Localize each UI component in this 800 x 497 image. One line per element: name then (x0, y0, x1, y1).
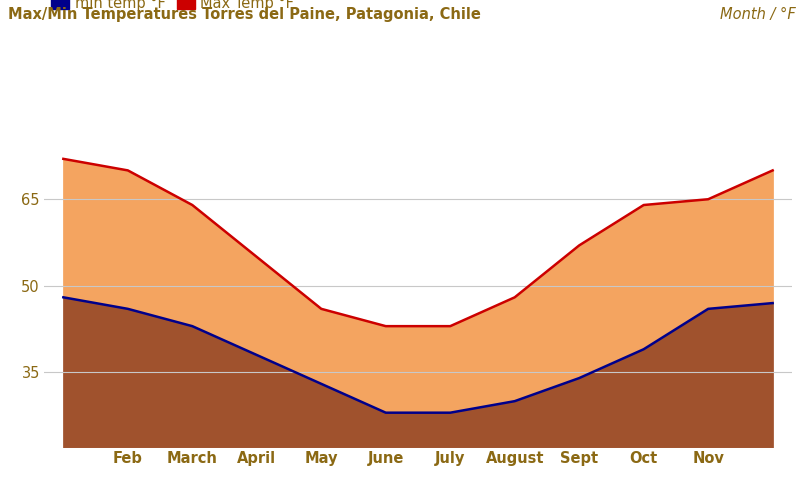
Text: Max/Min Temperatures Torres del Paine, Patagonia, Chile: Max/Min Temperatures Torres del Paine, P… (8, 7, 481, 22)
Legend: min temp °F, Max Temp °F: min temp °F, Max Temp °F (51, 0, 294, 11)
Text: Month / °F: Month / °F (720, 7, 796, 22)
